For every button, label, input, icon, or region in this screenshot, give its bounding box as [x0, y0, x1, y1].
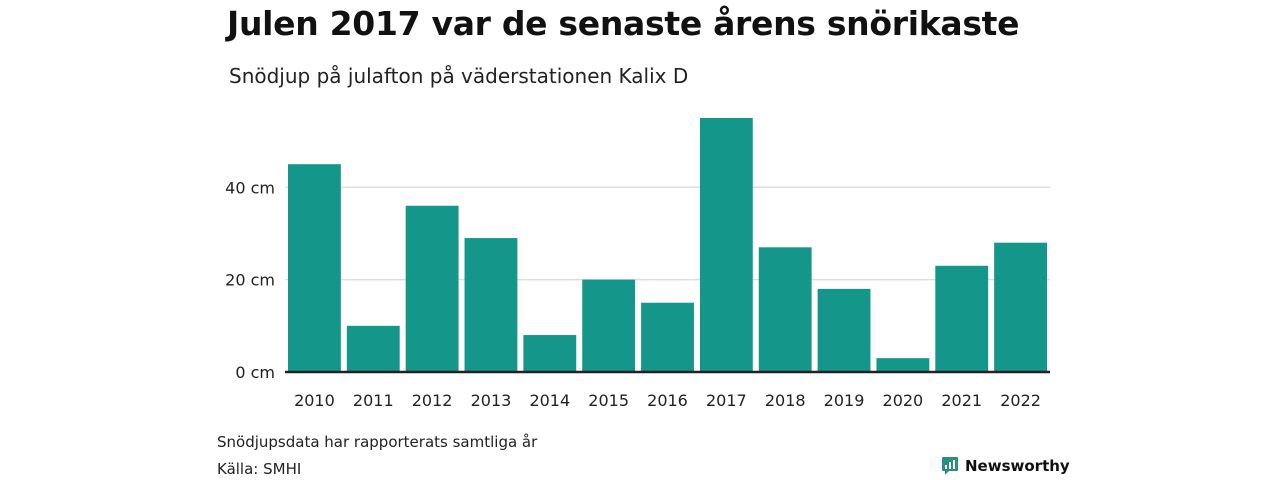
x-tick-label: 2017: [706, 391, 747, 410]
bar-2010: [288, 164, 341, 372]
x-tick-label: 2013: [471, 391, 512, 410]
x-tick-label: 2012: [412, 391, 453, 410]
bar-2022: [994, 242, 1047, 372]
bar-2019: [817, 288, 871, 372]
x-tick-label: 2014: [529, 391, 570, 410]
bar-2014: [523, 335, 577, 372]
bar-2015: [582, 279, 636, 372]
x-tick-label: 2016: [647, 391, 688, 410]
x-tick-label: 2020: [883, 391, 924, 410]
x-tick-label: 2015: [588, 391, 629, 410]
x-tick-label: 2021: [941, 391, 982, 410]
brand-logo: Newsworthy: [941, 456, 1070, 476]
chart-subtitle: Snödjup på julafton på väderstationen Ka…: [229, 64, 689, 88]
chart-source: Källa: SMHI: [217, 460, 302, 478]
x-tick-label: 2022: [1000, 391, 1041, 410]
y-tick-label: 0 cm: [235, 363, 275, 382]
bar-2020: [876, 358, 930, 372]
newsworthy-logo-icon: [942, 457, 958, 475]
bar-2017: [699, 118, 753, 372]
bar-2011: [346, 325, 400, 372]
chart-note: Snödjupsdata har rapporterats samtliga å…: [217, 433, 538, 451]
bar-2021: [935, 265, 989, 372]
y-tick-label: 40 cm: [225, 178, 275, 197]
y-tick-label: 20 cm: [225, 271, 275, 290]
brand-label: Newsworthy: [965, 457, 1070, 475]
bar-2012: [405, 205, 459, 372]
x-tick-label: 2011: [353, 391, 394, 410]
x-tick-label: 2010: [294, 391, 335, 410]
bar-2018: [758, 247, 812, 372]
x-tick-label: 2019: [824, 391, 865, 410]
x-tick-label: 2018: [765, 391, 806, 410]
chart-title: Julen 2017 var de senaste årens snörikas…: [227, 4, 1020, 43]
bar-2016: [641, 302, 694, 372]
bar-2013: [464, 238, 518, 372]
